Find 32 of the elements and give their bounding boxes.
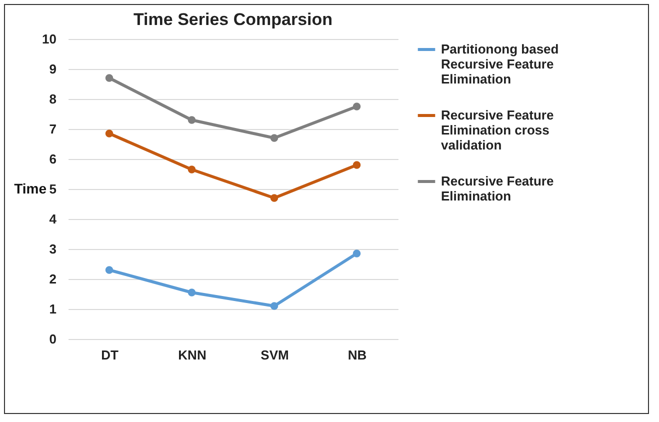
y-tick-label: 2: [49, 272, 56, 286]
point: [352, 102, 361, 110]
legend-label: Recursive Feature Elimination: [441, 174, 554, 204]
y-tick-label: 8: [49, 92, 56, 106]
point: [270, 134, 278, 142]
y-axis-title: Time: [14, 180, 47, 196]
y-tick-label: 0: [49, 332, 56, 346]
y-tick-label: 6: [49, 152, 56, 166]
x-tick-label: KNN: [178, 348, 206, 362]
y-tick-label: 1: [49, 302, 56, 316]
point: [188, 116, 196, 124]
point: [352, 250, 361, 258]
point: [105, 74, 114, 82]
legend-label: Recursive Feature Elimination cross validation: [441, 108, 554, 152]
x-tick-label: SVM: [260, 348, 289, 362]
x-tick-label: DT: [101, 348, 118, 362]
chart-title: Time Series Comparsion: [133, 10, 333, 29]
legend-label: Partitionong based Recursive Feature Elimination: [441, 42, 559, 86]
x-tick-label: NB: [348, 348, 367, 362]
y-tick-label: 10: [42, 32, 56, 46]
point: [188, 288, 196, 296]
point: [352, 161, 361, 169]
y-tick-label: 5: [49, 182, 56, 196]
y-tick-label: 7: [49, 122, 56, 136]
y-tick-label: 3: [49, 242, 56, 256]
point: [105, 130, 114, 138]
point: [105, 266, 114, 274]
point: [270, 302, 278, 310]
y-tick-label: 9: [49, 62, 56, 76]
point: [270, 194, 278, 202]
point: [188, 166, 196, 174]
y-tick-label: 4: [49, 212, 58, 226]
